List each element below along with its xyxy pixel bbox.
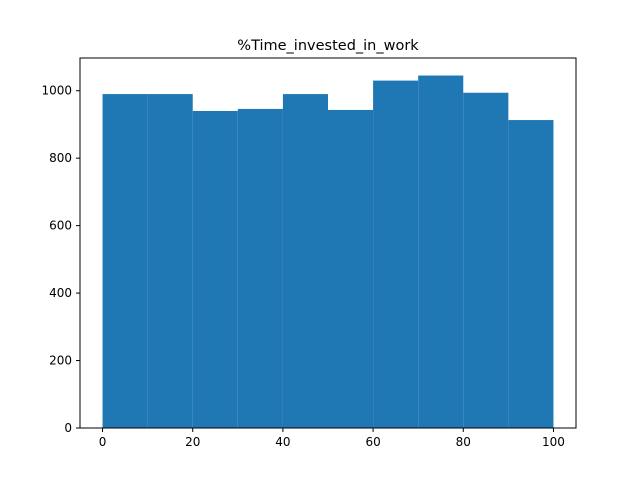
x-tick-label: 20 bbox=[185, 435, 200, 449]
y-axis: 0 200 400 600 800 1000 bbox=[41, 84, 80, 435]
histogram-bar bbox=[192, 110, 238, 429]
histogram-bar bbox=[147, 94, 193, 429]
plot-frame bbox=[79, 57, 577, 429]
y-tick-label: 0 bbox=[64, 421, 72, 435]
histogram-bar bbox=[508, 120, 554, 428]
histogram-bar bbox=[373, 80, 419, 428]
x-tick-label: 100 bbox=[542, 435, 565, 449]
histogram-bar bbox=[282, 94, 328, 429]
chart-title: %Time_invested_in_work bbox=[237, 38, 419, 54]
y-tick-label: 400 bbox=[49, 286, 72, 300]
bars-group bbox=[102, 75, 554, 429]
y-tick-label: 800 bbox=[49, 151, 72, 165]
x-axis: 0 20 40 60 80 100 bbox=[99, 428, 565, 449]
x-tick-label: 80 bbox=[456, 435, 471, 449]
histogram-bar bbox=[237, 108, 283, 428]
y-tick-label: 1000 bbox=[41, 84, 72, 98]
x-tick-label: 60 bbox=[365, 435, 380, 449]
histogram-bar bbox=[463, 92, 509, 428]
histogram-bar bbox=[102, 94, 148, 429]
x-tick-label: 0 bbox=[99, 435, 107, 449]
histogram-bar bbox=[418, 75, 464, 428]
histogram-bar bbox=[328, 109, 374, 429]
x-tick-label: 40 bbox=[275, 435, 290, 449]
y-tick-label: 200 bbox=[49, 354, 72, 368]
y-tick-label: 600 bbox=[49, 219, 72, 233]
